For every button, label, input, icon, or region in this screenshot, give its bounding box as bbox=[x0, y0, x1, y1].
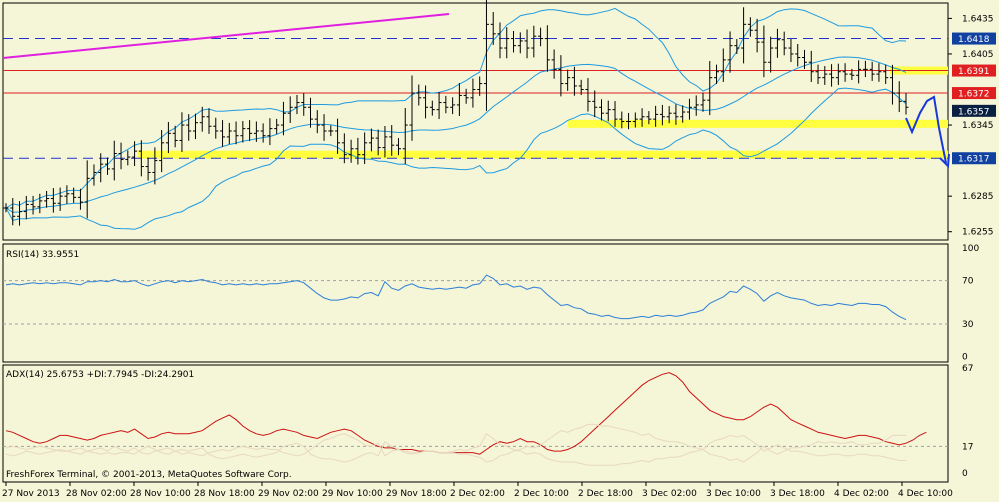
price-label-box bbox=[952, 152, 996, 165]
time-tick-label: 27 Nov 2013 bbox=[2, 489, 60, 499]
time-tick-label: 3 Dec 02:00 bbox=[642, 489, 697, 499]
trendline bbox=[2, 13, 450, 59]
support-zone-1.6345 bbox=[568, 119, 948, 128]
copyright-text: FreshForex Terminal, © 2001-2013, MetaQu… bbox=[6, 470, 292, 480]
time-tick-label: 4 Dec 10:00 bbox=[898, 489, 953, 499]
adx-tick-label: 17 bbox=[962, 442, 973, 452]
adx-series--DI bbox=[5, 423, 906, 463]
time-tick-label: 2 Dec 10:00 bbox=[514, 489, 569, 499]
time-tick-label: 29 Nov 02:00 bbox=[258, 489, 319, 499]
rsi-panel[interactable] bbox=[2, 243, 949, 363]
time-tick-label: 2 Dec 02:00 bbox=[450, 489, 505, 499]
bollinger-lower bbox=[5, 87, 907, 230]
time-tick-label: 29 Nov 10:00 bbox=[322, 489, 383, 499]
price-tick-label: 1.6255 bbox=[962, 228, 994, 238]
price-label-box bbox=[952, 64, 996, 77]
rsi-tick-label: 0 bbox=[962, 353, 968, 363]
adx-series-+DI bbox=[5, 433, 906, 466]
adx-title: ADX(14) 25.6753 +DI:7.7945 -DI:24.2901 bbox=[6, 370, 194, 380]
price-label-box bbox=[952, 87, 996, 100]
price-label-1.6357: 1.6357 bbox=[958, 107, 990, 117]
time-tick-label: 4 Dec 02:00 bbox=[834, 489, 889, 499]
time-tick-label: 28 Nov 18:00 bbox=[194, 489, 255, 499]
price-label-1.6317: 1.6317 bbox=[958, 155, 990, 165]
support-zone-1.6317 bbox=[138, 150, 948, 159]
price-tick-label: 1.6435 bbox=[962, 14, 994, 24]
price-label-box bbox=[952, 104, 996, 117]
price-label-box bbox=[952, 32, 996, 45]
price-label-1.6418: 1.6418 bbox=[958, 35, 990, 45]
adx-tick-label: 67 bbox=[962, 364, 973, 374]
price-tick-label: 1.6405 bbox=[962, 50, 994, 60]
time-tick-label: 2 Dec 18:00 bbox=[578, 489, 633, 499]
rsi-line bbox=[5, 274, 907, 321]
time-tick-label: 28 Nov 02:00 bbox=[66, 489, 127, 499]
bollinger-upper bbox=[5, 7, 907, 209]
time-tick-label: 29 Nov 18:00 bbox=[386, 489, 447, 499]
rsi-layer bbox=[3, 274, 948, 325]
bollinger-middle bbox=[5, 56, 907, 213]
time-tick-label: 28 Nov 10:00 bbox=[130, 489, 191, 499]
price-label-1.6391: 1.6391 bbox=[958, 67, 990, 77]
rsi-tick-label: 70 bbox=[962, 277, 974, 287]
axis-layer: 1.6435 1.6405 1.6345 1.6285 1.6255 1.6418 1.63… bbox=[2, 14, 996, 499]
price-layer bbox=[2, 0, 950, 230]
rsi-title: RSI(14) 33.9551 bbox=[6, 250, 79, 260]
adx-tick-label: 0 bbox=[962, 469, 968, 479]
adx-panel[interactable] bbox=[2, 364, 949, 483]
adx-layer bbox=[3, 372, 948, 466]
time-tick-label: 3 Dec 10:00 bbox=[706, 489, 761, 499]
forecast-path bbox=[905, 95, 947, 164]
price-tick-label: 1.6285 bbox=[962, 192, 994, 202]
price-tick-label: 1.6345 bbox=[962, 121, 994, 131]
time-tick-label: 3 Dec 18:00 bbox=[770, 489, 825, 499]
price-label-1.6372: 1.6372 bbox=[958, 90, 990, 100]
adx-series-ADX bbox=[5, 372, 927, 455]
rsi-tick-label: 30 bbox=[962, 320, 974, 330]
rsi-tick-label: 100 bbox=[962, 244, 979, 254]
forecast-arrowhead bbox=[939, 153, 950, 169]
